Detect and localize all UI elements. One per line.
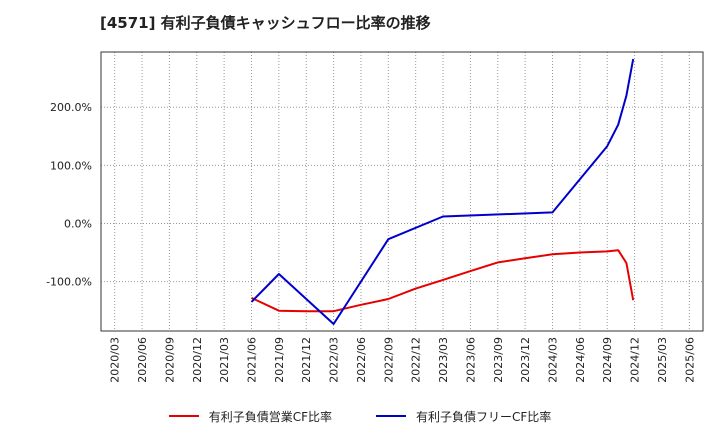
data-point <box>624 261 629 266</box>
x-tick-label: 2022/12 <box>410 337 423 383</box>
data-point <box>631 298 636 303</box>
data-point <box>441 214 446 219</box>
data-point <box>616 248 621 253</box>
data-point <box>441 277 446 282</box>
x-tick-label: 2020/03 <box>109 337 122 383</box>
series-line <box>250 58 635 325</box>
data-point <box>605 249 610 254</box>
data-point <box>331 309 336 314</box>
x-tick-label: 2024/09 <box>601 337 614 383</box>
x-tick-label: 2020/06 <box>136 337 149 383</box>
data-point <box>359 302 364 307</box>
legend: 有利子負債営業CF比率 有利子負債フリーCF比率 <box>0 404 720 428</box>
x-tick-label: 2025/06 <box>683 337 696 383</box>
chart-title: [4571] 有利子負債キャッシュフロー比率の推移 <box>100 14 431 32</box>
legend-item: 有利子負債フリーCF比率 <box>376 408 551 425</box>
x-tick-label: 2021/06 <box>246 337 259 383</box>
legend-item: 有利子負債営業CF比率 <box>168 408 332 425</box>
data-point <box>249 299 254 304</box>
data-point <box>468 269 473 274</box>
legend-label: 有利子負債フリーCF比率 <box>416 409 552 424</box>
x-tick-label: 2021/09 <box>273 337 286 383</box>
data-point <box>386 237 391 242</box>
legend-swatch <box>376 415 406 417</box>
x-tick-label: 2023/09 <box>492 337 505 383</box>
x-tick-label: 2022/06 <box>355 337 368 383</box>
grid-lines <box>101 52 703 331</box>
data-point <box>386 297 391 302</box>
data-point <box>523 256 528 261</box>
x-tick-label: 2020/09 <box>163 337 176 383</box>
data-point <box>304 309 309 314</box>
x-tick-label: 2021/03 <box>218 337 231 383</box>
x-tick-label: 2025/03 <box>656 337 669 383</box>
chart-plot: -100.0% 0.0% 100.0% 200.0% 2020/03 2020/06 202… <box>46 51 704 383</box>
data-point <box>605 144 610 149</box>
data-point <box>550 252 555 257</box>
data-point <box>624 93 629 98</box>
data-point <box>577 250 582 255</box>
y-tick-label: 200.0% <box>50 101 92 114</box>
legend-swatch <box>168 415 199 417</box>
x-tick-label: 2023/03 <box>437 337 450 383</box>
data-point <box>276 272 281 277</box>
data-point <box>413 286 418 291</box>
data-point <box>550 210 555 215</box>
y-tick-label: 100.0% <box>50 159 92 172</box>
y-tick-label: 0.0% <box>64 217 92 230</box>
data-point <box>276 308 281 313</box>
legend-label: 有利子負債営業CF比率 <box>208 409 332 424</box>
x-tick-label: 2023/12 <box>519 337 532 383</box>
data-point <box>495 260 500 265</box>
data-point <box>631 57 636 62</box>
x-tick-label: 2022/03 <box>328 337 341 383</box>
series-line <box>251 249 635 313</box>
plot-frame <box>100 51 704 332</box>
x-tick-label: 2024/06 <box>574 337 587 383</box>
data-point <box>616 122 621 127</box>
x-tick-label: 2021/12 <box>300 337 313 383</box>
series-lines <box>249 57 636 327</box>
x-tick-label: 2020/12 <box>191 337 204 383</box>
data-point <box>331 322 336 327</box>
axes: -100.0% 0.0% 100.0% 200.0% 2020/03 2020/06 202… <box>46 51 704 383</box>
x-tick-label: 2023/06 <box>464 337 477 383</box>
x-tick-label: 2024/12 <box>629 337 642 383</box>
y-tick-label: -100.0% <box>46 276 92 289</box>
x-tick-label: 2024/03 <box>547 337 560 383</box>
x-tick-label: 2022/09 <box>382 337 395 383</box>
